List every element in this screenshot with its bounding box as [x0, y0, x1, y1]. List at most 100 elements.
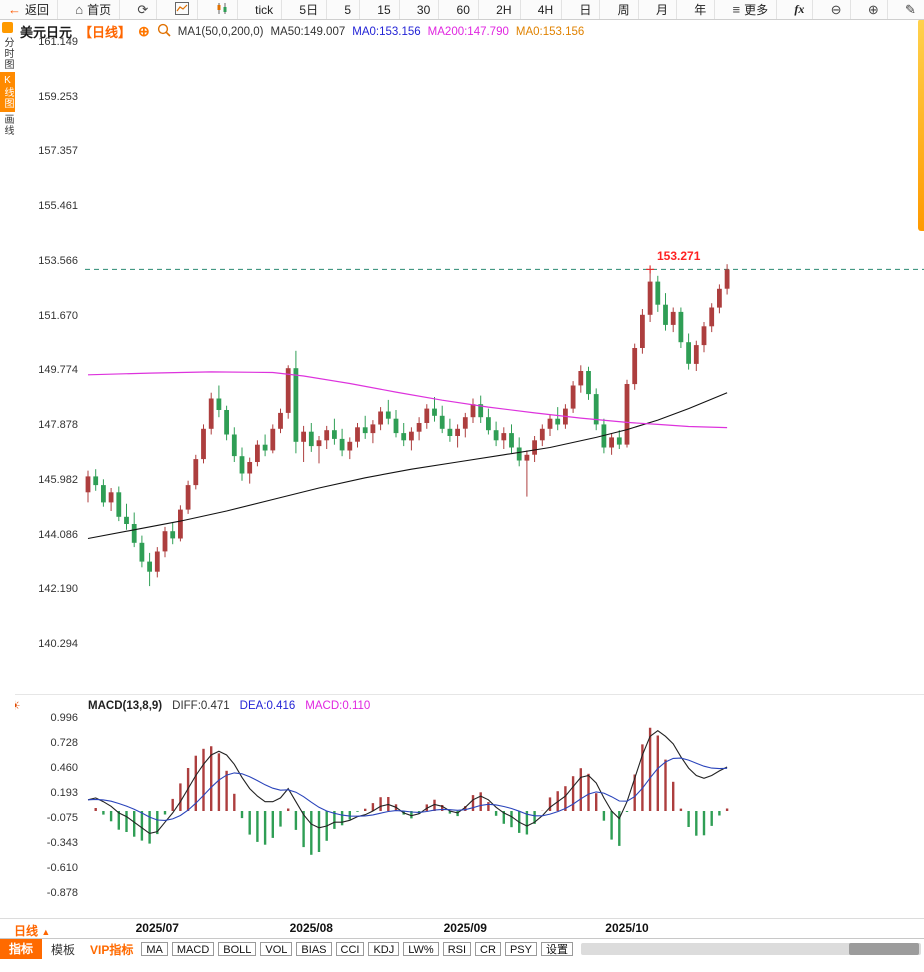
ma0-orange-value: MA0:153.156: [515, 25, 585, 38]
timeframe-2h[interactable]: 2H: [488, 0, 521, 19]
indicator-button-cci[interactable]: CCI: [335, 942, 365, 956]
back-button[interactable]: ← 返回: [0, 0, 59, 19]
macd-panel-header: MACD(13,8,9) DIFF:0.471 DEA:0.416 MACD:0…: [88, 700, 370, 712]
ma50-value: MA50:149.007: [270, 25, 346, 38]
indicator-button-vol[interactable]: VOL: [260, 942, 293, 956]
candlesticks: [85, 264, 730, 587]
bottom-toolbar: 指标 模板 VIP指标 MA MACD BOLL VOL BIAS CCI KD…: [0, 938, 924, 959]
magnifier-icon[interactable]: [157, 23, 171, 40]
x-axis-row: 日线 ▲ 2025/07 2025/08 2025/09 2025/10: [0, 918, 924, 939]
zoom-out-icon: ⊖: [830, 2, 842, 17]
timeframe-label: 15: [377, 2, 391, 17]
macd-dea-line: [87, 757, 728, 821]
menu-icon: ≡: [732, 2, 741, 17]
chart-type-candle-button[interactable]: [207, 0, 238, 19]
macd-dea-value: DEA:0.416: [239, 700, 296, 712]
zoom-in-button[interactable]: ⊕: [860, 0, 888, 19]
indicator-button-cr[interactable]: CR: [475, 942, 501, 956]
sidebar-item-drawing[interactable]: 画线: [2, 114, 13, 136]
timeframe-tick[interactable]: tick: [247, 0, 283, 19]
fx-label: fx: [794, 2, 805, 16]
indicator-button-macd[interactable]: MACD: [171, 942, 215, 956]
indicator-button-lw[interactable]: LW%: [403, 942, 439, 956]
indicator-button-ma[interactable]: MA: [141, 942, 168, 956]
left-sidebar: 分时图 K线图 画线: [0, 19, 15, 918]
refresh-button[interactable]: ⟳: [129, 0, 158, 19]
timeframe-label: 30: [416, 2, 431, 17]
timeframe-month[interactable]: 月: [648, 0, 677, 19]
sidebar-item-timeline-chart[interactable]: 分时图: [2, 37, 13, 70]
candle-chart-icon: [215, 2, 229, 18]
indicator-button-kdj[interactable]: KDJ: [368, 942, 400, 956]
pencil-icon: ✎: [905, 2, 916, 17]
fx-button[interactable]: fx: [786, 0, 814, 19]
back-label: 返回: [25, 3, 50, 17]
add-compare-icon[interactable]: ⊕: [138, 23, 150, 39]
month-label: 2025/10: [605, 921, 649, 935]
timeframe-label: 4H: [537, 2, 554, 17]
refresh-icon: ⟳: [137, 2, 149, 17]
timeframe-60m[interactable]: 60: [449, 0, 479, 19]
home-button[interactable]: ⌂ 首页: [67, 0, 121, 19]
timeframe-day[interactable]: 日: [571, 0, 601, 19]
zoom-out-button[interactable]: ⊖: [823, 0, 851, 19]
period-selector[interactable]: 日线 ▲: [14, 922, 50, 939]
ma200-value: MA200:147.790: [427, 25, 509, 38]
macd-histogram: [94, 727, 729, 855]
zoom-in-icon: ⊕: [867, 2, 879, 17]
period-tag: 【日线】: [79, 25, 132, 40]
right-panel-handle[interactable]: [918, 19, 924, 231]
back-arrow-icon: ←: [8, 2, 21, 17]
indicator-button-psy[interactable]: PSY: [504, 942, 537, 956]
panel-divider: [15, 694, 924, 695]
sidebar-item-kline-chart[interactable]: K线图: [0, 72, 15, 112]
more-label: 更多: [744, 3, 769, 17]
timeframe-5d[interactable]: 5日: [291, 0, 328, 19]
more-button[interactable]: ≡ 更多: [725, 0, 778, 19]
tab-indicator[interactable]: 指标: [0, 939, 43, 959]
timeframe-label: 5日: [299, 3, 319, 17]
timeframe-4h[interactable]: 4H: [530, 0, 563, 19]
ma0-blue-value: MA0:153.156: [352, 25, 421, 38]
timeframe-year[interactable]: 年: [686, 0, 716, 19]
timeframe-label: 60: [456, 2, 470, 17]
indicator-button-rsi[interactable]: RSI: [442, 942, 472, 956]
last-price-label: 153.271: [657, 249, 701, 263]
high-marker: [646, 265, 655, 274]
timeframe-label: 日: [579, 3, 592, 17]
tab-vip-indicator[interactable]: VIP指标: [90, 942, 134, 957]
line-chart-icon: [174, 1, 189, 18]
timeframe-label: 5: [344, 2, 352, 17]
home-icon: ⌂: [75, 2, 84, 17]
timeframe-label: 年: [694, 3, 707, 17]
timeframe-5m[interactable]: 5: [336, 0, 361, 19]
chart-type-line-button[interactable]: [167, 0, 198, 19]
home-label: 首页: [87, 3, 112, 17]
macd-diff-value: DIFF:0.471: [172, 700, 230, 712]
period-selector-label: 日线: [14, 924, 39, 938]
horizontal-scrollbar[interactable]: [580, 943, 921, 955]
timeframe-week[interactable]: 周: [610, 0, 639, 19]
timeframe-15m[interactable]: 15: [369, 0, 400, 19]
scrollbar-thumb[interactable]: [849, 943, 919, 955]
draw-button[interactable]: ✎: [897, 0, 924, 19]
timeframe-label: 周: [617, 3, 630, 17]
timeframe-label: tick: [255, 2, 274, 17]
timeframe-30m[interactable]: 30: [409, 0, 440, 19]
settings-button[interactable]: 设置: [540, 942, 573, 956]
tab-template[interactable]: 模板: [51, 942, 76, 957]
macd-bar-value: MACD:0.110: [305, 700, 371, 712]
symbol-title: 美元日元: [20, 25, 73, 40]
price-panel-header: 美元日元 【日线】 ⊕ MA1(50,0,200,0) MA50:149.007…: [20, 22, 584, 41]
month-label: 2025/07: [135, 921, 179, 935]
timeframe-label: 2H: [496, 2, 512, 17]
macd-diff-line: [87, 730, 728, 834]
ma50-line: [87, 392, 728, 540]
sidebar-top-icon[interactable]: [2, 22, 13, 33]
chevron-up-icon: ▲: [41, 927, 51, 937]
timeframe-label: 月: [655, 3, 668, 17]
indicator-button-bias[interactable]: BIAS: [296, 942, 332, 956]
indicator-button-boll[interactable]: BOLL: [218, 942, 257, 956]
